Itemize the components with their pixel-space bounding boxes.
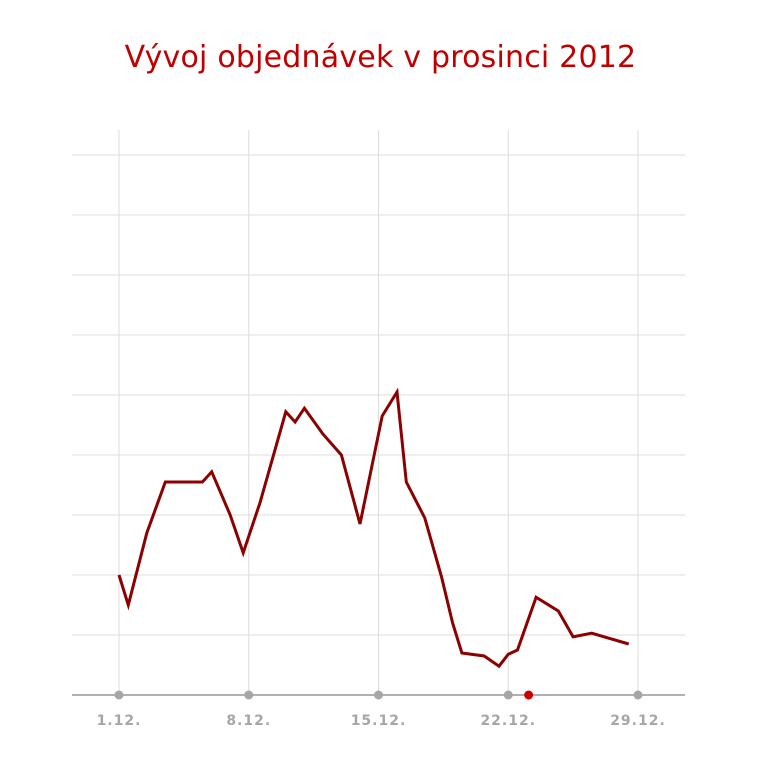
series-layer	[117, 387, 630, 669]
x-tick-label: 1.12.	[97, 713, 142, 729]
tick-marker	[503, 690, 513, 700]
tick-labels: 1.12. 8.12. 15.12. 22.12. 29.12.	[97, 713, 666, 729]
chart-title: Vývoj objednávek v prosinci 2012	[124, 40, 637, 75]
series-line-0	[117, 387, 630, 669]
vertical-gridlines	[118, 130, 639, 695]
tick-marker	[244, 690, 254, 700]
x-tick-label: 8.12.	[226, 713, 271, 729]
tick-markers	[114, 690, 643, 700]
tick-marker	[633, 690, 643, 700]
x-tick-label: 15.12.	[351, 713, 407, 729]
tick-marker	[374, 690, 383, 700]
x-tick-label: 29.12.	[610, 713, 666, 729]
highlight-marker[interactable]	[524, 690, 534, 700]
tick-marker	[114, 690, 124, 700]
x-tick-label: 22.12.	[480, 713, 536, 729]
